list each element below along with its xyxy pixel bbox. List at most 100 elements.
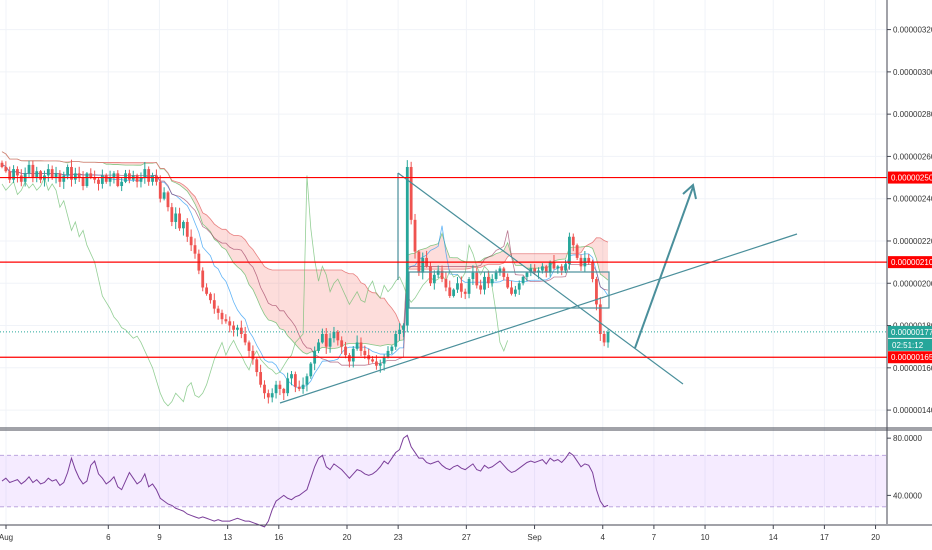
candle-body: [266, 393, 270, 398]
y-tick-label: 0.00000260: [893, 152, 932, 161]
projection-arrowhead: [682, 183, 697, 200]
x-tick-label: 9: [157, 533, 162, 542]
candle-body: [502, 268, 506, 277]
price-tag-label: 0.00000210: [891, 258, 932, 267]
candle-body: [251, 350, 255, 360]
candle-body: [255, 359, 259, 373]
candle-body: [475, 272, 479, 286]
candle-body: [54, 173, 58, 178]
y-tick-label: 0.00000220: [893, 237, 932, 246]
candle-body: [104, 175, 108, 182]
x-tick-label: Sep: [527, 533, 542, 542]
candle-body: [595, 279, 598, 305]
projection-arrow: [634, 186, 694, 349]
candle-body: [486, 276, 490, 284]
candle-body: [320, 333, 324, 343]
candle-body: [12, 169, 15, 180]
candle-body: [571, 236, 575, 246]
candle-body: [471, 272, 475, 280]
candle-body: [587, 257, 591, 263]
candle-body: [212, 300, 216, 309]
price-tag-label: 0.00000165: [891, 353, 932, 362]
candle-body: [386, 350, 390, 358]
candle-body: [359, 342, 363, 351]
candle-body: [483, 276, 486, 290]
candle-body: [517, 283, 521, 290]
candle-body: [70, 166, 73, 180]
candle-body: [390, 346, 394, 351]
candle-body: [27, 164, 31, 174]
candle-body: [548, 262, 552, 273]
price-tag-bg: [888, 171, 932, 184]
candle-body: [432, 274, 436, 284]
candle-body: [185, 221, 189, 237]
rsi-line: [1, 434, 609, 528]
rsi-tick-label: 80.0000: [893, 434, 922, 443]
candle-body: [405, 166, 409, 326]
candle-body: [158, 181, 162, 199]
candle-body: [209, 293, 212, 301]
price-tag-bg: [888, 256, 932, 269]
y-tick-label: 0.00000140: [893, 406, 932, 415]
candle-body: [162, 192, 166, 199]
x-tick-label: 20: [343, 533, 352, 542]
candle-body: [378, 363, 382, 366]
candle-body: [309, 363, 313, 377]
candle-body: [143, 169, 147, 178]
candle-body: [513, 289, 517, 294]
candle-body: [568, 236, 571, 265]
candle-body: [444, 279, 448, 288]
candle-body: [552, 262, 556, 269]
candle-body: [216, 308, 220, 313]
candle-body: [394, 333, 398, 347]
candle-body: [490, 279, 494, 284]
candle-body: [305, 376, 309, 385]
price-tags: 0.00000250 0.00000210 0.00000165 0.00000177…: [888, 171, 932, 364]
candle-body: [151, 175, 154, 182]
x-tick-label: 17: [820, 533, 829, 542]
candle-body: [116, 173, 120, 187]
candle-body: [93, 177, 97, 180]
candle-body: [363, 350, 367, 356]
candle-body: [97, 179, 100, 184]
candle-body: [282, 388, 286, 394]
rsi-band-fill: [0, 455, 887, 507]
x-tick-label: 4: [601, 533, 606, 542]
candle-body: [525, 272, 529, 277]
candle-body: [193, 245, 197, 254]
candle-body: [89, 173, 93, 178]
x-tick-label: 27: [462, 533, 471, 542]
countdown-label: 02:51:12: [892, 341, 924, 350]
candle-body: [77, 173, 81, 178]
horizontal-levels: [0, 176, 887, 358]
candle-body: [448, 287, 452, 296]
candle-body: [236, 327, 239, 330]
candle-body: [259, 372, 263, 385]
candle-body: [340, 340, 344, 347]
candle-body: [232, 325, 235, 330]
candle-body: [50, 169, 54, 178]
candle-body: [147, 169, 151, 182]
candle-body: [120, 181, 124, 187]
candle-body: [81, 177, 85, 187]
candle-body: [560, 266, 564, 271]
candle-body: [182, 221, 185, 229]
candle-body: [591, 262, 594, 280]
candle-body: [263, 384, 266, 394]
candle-body: [440, 270, 444, 280]
x-tick-label: 13: [223, 533, 232, 542]
candle-body: [178, 213, 181, 229]
candle-body: [46, 169, 50, 176]
y-tick-label: 0.00000200: [893, 279, 932, 288]
candle-body: [498, 268, 502, 273]
candle-body: [606, 331, 610, 343]
candle-body: [100, 175, 104, 184]
candle-body: [575, 245, 579, 258]
candle-body: [336, 331, 340, 341]
candle-body: [421, 257, 425, 273]
candle-body: [355, 342, 359, 349]
candle-body: [39, 171, 42, 180]
x-tick-label: 7: [652, 533, 657, 542]
x-tick-label: 10: [701, 533, 710, 542]
